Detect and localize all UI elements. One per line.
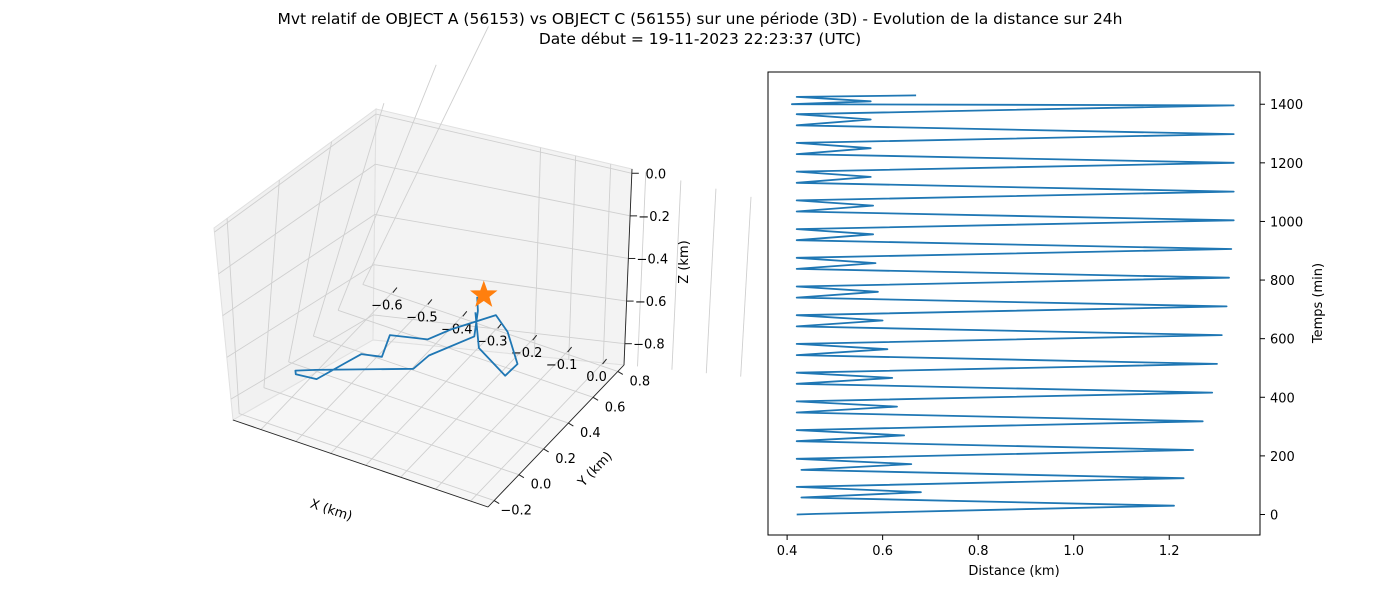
x-tick-mark	[532, 334, 538, 341]
y-tick-label: 0.0	[531, 478, 552, 493]
y-tick-label: 0.6	[605, 400, 626, 415]
y-tick-mark	[568, 422, 574, 427]
grid-z-side	[222, 214, 375, 317]
x-tick-label: −0.2	[511, 346, 543, 361]
x-tick-label: −0.1	[546, 358, 578, 373]
x-tick-mark	[392, 287, 398, 293]
grid-z-side	[230, 314, 374, 400]
grid-y-side	[362, 26, 489, 285]
y-tick-label-2d: 800	[1270, 274, 1295, 289]
y-tick-mark	[543, 448, 549, 453]
y-tick-mark	[617, 371, 624, 375]
x-tick-mark	[602, 358, 607, 365]
figure-title-line1: Mvt relatif de OBJECT A (56153) vs OBJEC…	[277, 10, 1123, 28]
y-axis-label-2d: Temps (min)	[1311, 263, 1326, 344]
grid-x-back	[568, 155, 577, 360]
x-tick-mark	[462, 311, 468, 317]
grid-y-side	[312, 103, 385, 337]
grid-x-floor	[330, 311, 468, 454]
y-tick-label-2d: 600	[1270, 333, 1295, 348]
grid-x-back	[740, 196, 752, 377]
x-ticks-2d: 0.4 0.6 0.8 1.0 1.2	[777, 535, 1180, 559]
y-tick-label-2d: 1200	[1270, 157, 1303, 172]
grid-z-back	[374, 214, 629, 259]
x-tick-label-2d: 1.0	[1063, 544, 1084, 559]
grid-y-side	[263, 179, 280, 388]
x-tick-label: 0.0	[586, 370, 607, 385]
y-tick-label-2d: 1400	[1270, 98, 1303, 113]
y-tick-mark	[518, 474, 525, 479]
grid-y-side	[337, 64, 437, 311]
x-tick-mark	[427, 299, 433, 305]
grid-z-back	[373, 314, 625, 345]
y-axis-label: Y (km)	[575, 449, 616, 491]
trajectory-line	[294, 296, 519, 380]
figure-title-line2: Date début = 19-11-2023 22:23:37 (UTC)	[538, 30, 862, 48]
grid-z-side	[218, 163, 376, 275]
grid-y-floor	[239, 413, 495, 501]
grid-y-floor	[263, 387, 520, 476]
z-tick-label: −0.4	[637, 252, 669, 267]
grid-z-side	[214, 113, 377, 233]
x-tick-mark	[567, 346, 572, 353]
z-tick-label: −0.8	[633, 338, 665, 353]
distance-line	[791, 94, 1235, 516]
y-tick-label-2d: 0	[1270, 508, 1278, 523]
x-axis-label-2d: Distance (km)	[968, 564, 1059, 579]
grid-z-back	[373, 264, 627, 302]
y-axis-line	[487, 364, 625, 508]
y-tick-label-2d: 1000	[1270, 215, 1303, 230]
grid-x-back	[705, 188, 717, 374]
ticks-3d: −0.6−0.5−0.4−0.3−0.2−0.10.0−0.20.00.20.4…	[371, 167, 670, 518]
grid-x-floor	[295, 299, 433, 442]
plot-2d: 0.4 0.6 0.8 1.0 1.2 0 200 400 600 800 1000 1200 140…	[767, 71, 1326, 579]
x-tick-label-2d: 0.4	[777, 544, 798, 559]
y-tick-mark	[592, 396, 599, 401]
x-tick-mark	[497, 322, 503, 329]
x-axis-label: X (km)	[308, 497, 354, 525]
grid-y-floor	[337, 309, 594, 398]
z-tick-label: 0.0	[645, 167, 666, 182]
grid-x-floor	[260, 287, 398, 430]
z-tick-label: −0.6	[635, 295, 667, 310]
y-tick-mark	[493, 500, 500, 504]
grid-z-back	[375, 163, 631, 217]
object-c-star-marker	[470, 280, 498, 307]
x-tick-label: −0.5	[406, 310, 438, 325]
y-ticks-2d: 0 200 400 600 800 1000 1200 1400	[1260, 98, 1303, 523]
grid-z-side	[226, 264, 375, 358]
y-tick-label: 0.4	[580, 426, 601, 441]
grid-z-back	[375, 113, 632, 174]
x-tick-label-2d: 1.2	[1159, 544, 1180, 559]
grid-x-floor	[435, 346, 572, 490]
grid-x-back	[602, 163, 612, 363]
x-tick-label: −0.6	[371, 299, 403, 314]
grid-x-back	[533, 147, 542, 357]
x-axis-line	[232, 419, 489, 508]
y-tick-label-2d: 400	[1270, 391, 1295, 406]
grid-y-floor	[288, 361, 544, 450]
grid-x-floor	[470, 358, 607, 502]
z-axis-label: Z (km)	[677, 240, 692, 283]
z-tick-label: −0.2	[638, 210, 670, 225]
grid-y-side	[226, 218, 240, 414]
x-tick-label: −0.3	[476, 334, 508, 349]
grid-x-back	[637, 172, 647, 367]
y-tick-label: −0.2	[500, 504, 532, 519]
grid-x-back	[671, 180, 682, 370]
y-tick-label: 0.8	[629, 374, 650, 389]
grid-y-floor	[313, 335, 569, 424]
x-tick-label: −0.4	[441, 322, 473, 337]
x-tick-label-2d: 0.6	[872, 544, 893, 559]
plot-3d: −0.6−0.5−0.4−0.3−0.2−0.10.0−0.20.00.20.4…	[213, 26, 752, 525]
y-tick-label-2d: 200	[1270, 450, 1295, 465]
x-tick-label-2d: 0.8	[968, 544, 989, 559]
z-axis-line	[623, 168, 633, 366]
grid-y-side	[288, 141, 333, 362]
y-tick-label: 0.2	[555, 452, 576, 467]
grid-x-floor	[400, 334, 537, 478]
